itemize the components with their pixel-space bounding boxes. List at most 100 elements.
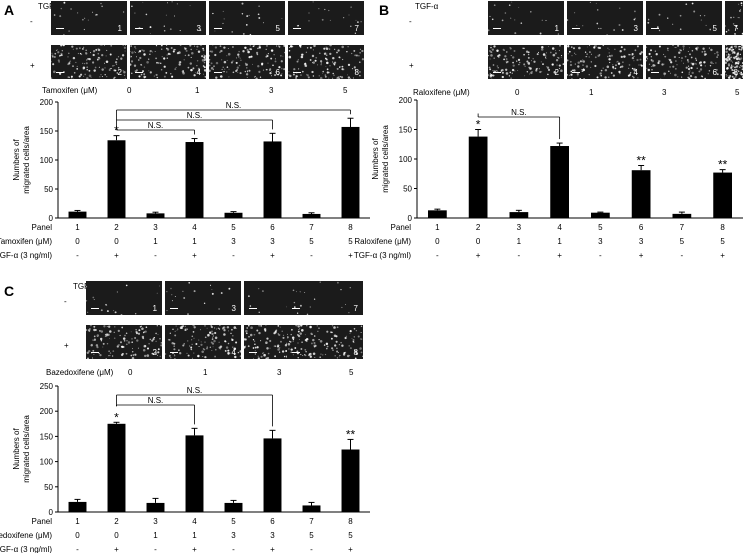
table-cell: - bbox=[310, 251, 313, 260]
image-conc-label: 3 bbox=[662, 88, 667, 97]
table-cell: 0 bbox=[435, 237, 440, 246]
y-axis-label: Numbers of bbox=[12, 428, 21, 470]
bar bbox=[146, 502, 165, 512]
image-conc-label: 1 bbox=[203, 368, 208, 377]
image-conc-label: 0 bbox=[515, 88, 520, 97]
micrograph: 2 bbox=[86, 325, 162, 359]
bar bbox=[302, 213, 321, 218]
table-row-label: Raloxifene (μM) bbox=[354, 237, 411, 246]
y-tick-label: 200 bbox=[40, 98, 54, 107]
bar bbox=[672, 213, 692, 218]
micrograph: 2 bbox=[488, 45, 564, 79]
table-cell: 4 bbox=[192, 517, 197, 526]
bar bbox=[428, 210, 447, 218]
micrograph: 4 bbox=[567, 45, 643, 79]
table-cell: + bbox=[270, 545, 275, 553]
micrograph: 1 bbox=[488, 1, 564, 35]
bracket-label: N.S. bbox=[187, 386, 203, 395]
bar bbox=[107, 140, 126, 218]
table-cell: 0 bbox=[114, 237, 119, 246]
y-axis-label: migrated cells/area bbox=[22, 415, 31, 483]
micrograph: 8 bbox=[725, 45, 743, 79]
significance-mark: * bbox=[114, 410, 119, 424]
bracket-label: N.S. bbox=[187, 111, 203, 120]
table-cell: - bbox=[232, 251, 235, 260]
y-tick-label: 50 bbox=[44, 185, 53, 194]
table-cell: 7 bbox=[309, 517, 314, 526]
bar bbox=[509, 212, 529, 218]
significance-mark: * bbox=[476, 118, 481, 132]
image-row-sign-minus: - bbox=[64, 297, 67, 306]
bracket-label: N.S. bbox=[511, 108, 527, 117]
table-row-label: Bazedoxifene (μM) bbox=[0, 531, 52, 540]
bar bbox=[263, 438, 282, 512]
table-cell: + bbox=[348, 545, 353, 553]
table-cell: - bbox=[154, 251, 157, 260]
bracket-label: N.S. bbox=[148, 121, 164, 130]
panel-letter: A bbox=[4, 2, 15, 18]
micrograph: 7 bbox=[288, 1, 364, 35]
image-conc-label: 1 bbox=[589, 88, 594, 97]
table-cell: 2 bbox=[114, 223, 119, 232]
table-cell: + bbox=[476, 251, 481, 260]
table-cell: - bbox=[310, 545, 313, 553]
table-cell: + bbox=[348, 251, 353, 260]
y-tick-label: 200 bbox=[40, 407, 54, 416]
image-row-sign-plus: + bbox=[64, 341, 69, 350]
y-tick-label: 200 bbox=[399, 96, 413, 105]
table-cell: 3 bbox=[231, 237, 236, 246]
table-cell: 0 bbox=[75, 237, 80, 246]
image-drug-label: Tamoxifen (μM) bbox=[42, 86, 98, 95]
micrograph: 4 bbox=[130, 45, 206, 79]
image-conc-label: 5 bbox=[735, 88, 740, 97]
table-cell: - bbox=[518, 251, 521, 260]
micrograph: 3 bbox=[567, 1, 643, 35]
table-cell: + bbox=[114, 545, 119, 553]
table-cell: 5 bbox=[598, 223, 603, 232]
micrograph: 6 bbox=[209, 45, 285, 79]
table-row-label: Panel bbox=[32, 223, 53, 232]
significance-mark: ** bbox=[718, 158, 728, 172]
micrograph: 5 bbox=[646, 1, 722, 35]
table-row-label: TGF-α (3 ng/ml) bbox=[0, 251, 52, 260]
table-cell: + bbox=[720, 251, 725, 260]
significance-mark: ** bbox=[346, 427, 356, 441]
significance-mark: * bbox=[114, 124, 119, 138]
table-cell: 5 bbox=[309, 237, 314, 246]
table-cell: 5 bbox=[348, 531, 353, 540]
table-cell: - bbox=[232, 545, 235, 553]
table-cell: 5 bbox=[309, 531, 314, 540]
image-header: TGF-α bbox=[415, 2, 439, 11]
table-cell: + bbox=[192, 251, 197, 260]
image-conc-label: 5 bbox=[349, 368, 354, 377]
bar bbox=[68, 211, 87, 218]
micrograph: 1 bbox=[86, 281, 162, 315]
y-tick-label: 50 bbox=[44, 483, 53, 492]
table-cell: 3 bbox=[270, 531, 275, 540]
micrograph: 8 bbox=[288, 45, 364, 79]
micrograph: 2 bbox=[51, 45, 127, 79]
micrograph: 8 bbox=[287, 325, 363, 359]
significance-mark: ** bbox=[636, 153, 646, 167]
table-cell: - bbox=[76, 251, 79, 260]
table-row-label: TGF-α (3 ng/ml) bbox=[0, 545, 52, 553]
image-conc-label: 3 bbox=[269, 86, 274, 95]
table-cell: 5 bbox=[680, 237, 685, 246]
bar bbox=[713, 172, 732, 218]
table-cell: 8 bbox=[720, 223, 725, 232]
table-cell: - bbox=[76, 545, 79, 553]
image-row-sign-minus: - bbox=[30, 17, 33, 26]
micrograph: 7 bbox=[287, 281, 363, 315]
table-cell: 3 bbox=[153, 517, 158, 526]
table-cell: 8 bbox=[348, 223, 353, 232]
table-row-label: Panel bbox=[391, 223, 412, 232]
y-tick-label: 0 bbox=[49, 508, 54, 517]
bar bbox=[302, 505, 321, 512]
table-cell: - bbox=[681, 251, 684, 260]
table-cell: + bbox=[557, 251, 562, 260]
table-cell: 1 bbox=[517, 237, 522, 246]
image-conc-label: 3 bbox=[277, 368, 282, 377]
table-cell: 6 bbox=[270, 223, 275, 232]
table-cell: + bbox=[639, 251, 644, 260]
